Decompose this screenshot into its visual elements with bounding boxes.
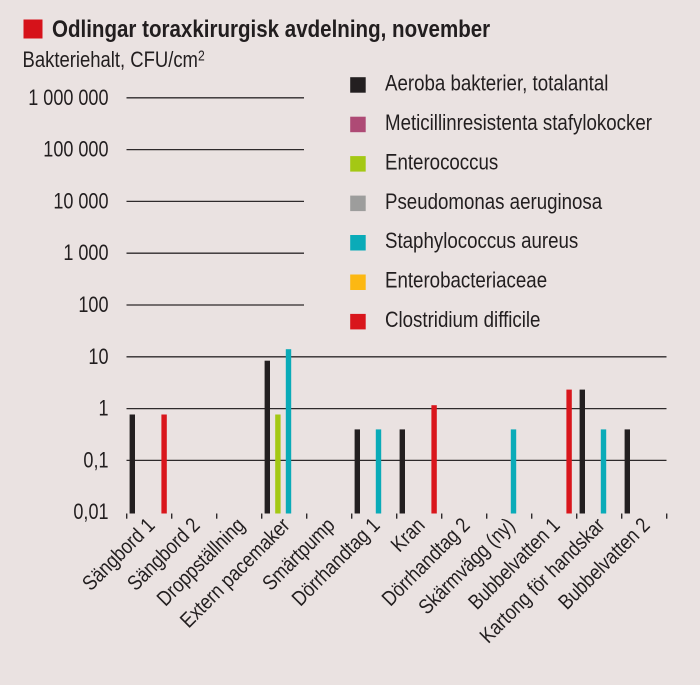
svg-text:Enterococcus: Enterococcus (385, 151, 498, 175)
svg-text:100: 100 (78, 293, 108, 317)
svg-text:1 000: 1 000 (63, 242, 108, 266)
svg-text:Meticillinresistenta stafyloko: Meticillinresistenta stafylokocker (385, 111, 652, 135)
svg-text:0,01: 0,01 (73, 501, 108, 525)
svg-text:Pseudomonas aeruginosa: Pseudomonas aeruginosa (385, 190, 603, 214)
svg-text:Enterobacteriaceae: Enterobacteriaceae (385, 269, 547, 293)
svg-text:Staphylococcus aureus: Staphylococcus aureus (385, 230, 578, 254)
svg-text:10 000: 10 000 (53, 190, 108, 214)
svg-text:1: 1 (98, 397, 108, 421)
svg-text:0,1: 0,1 (83, 449, 108, 473)
svg-text:Odlingar toraxkirurgisk avdeln: Odlingar toraxkirurgisk avdelning, novem… (52, 16, 490, 43)
svg-text:Aeroba bakterier, totalantal: Aeroba bakterier, totalantal (385, 72, 608, 96)
svg-text:Bakteriehalt, CFU/cm2: Bakteriehalt, CFU/cm2 (23, 47, 205, 72)
svg-text:10: 10 (88, 345, 108, 369)
svg-text:1 000 000: 1 000 000 (28, 86, 108, 110)
svg-text:Clostridium difficile: Clostridium difficile (385, 309, 540, 333)
svg-text:100 000: 100 000 (43, 138, 108, 162)
